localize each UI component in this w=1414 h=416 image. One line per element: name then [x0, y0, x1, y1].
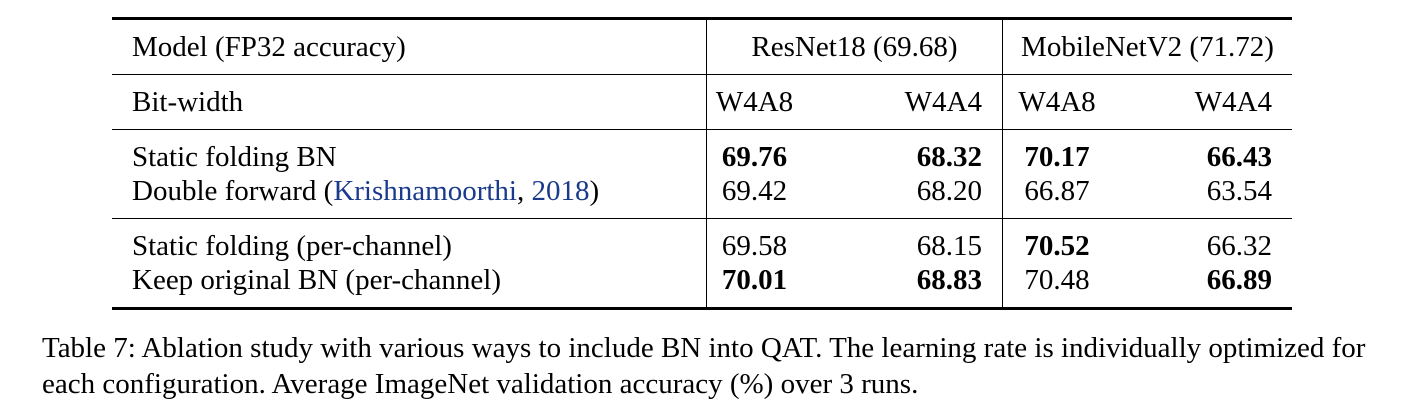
row-label: Keep original BN (per-channel) [112, 263, 707, 310]
citation-separator: , [516, 175, 532, 207]
table-caption: Table 7: Ablation study with various way… [42, 332, 1366, 400]
table-cell: 69.76 [706, 129, 802, 174]
table-cell: 68.32 [802, 129, 1003, 174]
table-cell: 70.52 [1002, 218, 1111, 263]
header-row-bitwidth: Bit-width W4A8 W4A4 W4A8 W4A4 [112, 74, 1292, 130]
header-model-label: Model (FP32 accuracy) [112, 17, 707, 75]
table-cell: 66.87 [1002, 174, 1111, 219]
table-cell: 66.43 [1111, 129, 1292, 174]
table-cell: 68.15 [802, 218, 1003, 263]
header-resnet18: ResNet18 (69.68) [706, 17, 1003, 75]
header-bitwidth-label: Bit-width [112, 74, 707, 130]
table-cell: 66.89 [1111, 263, 1292, 310]
table-cell: 66.32 [1111, 218, 1292, 263]
table-row: Static folding (per-channel) 69.58 68.15… [112, 218, 1292, 263]
ablation-table: Model (FP32 accuracy) ResNet18 (69.68) M… [112, 17, 1292, 310]
table-cell: 63.54 [1206, 175, 1272, 207]
header-mobilenetv2: MobileNetV2 (71.72) [1002, 17, 1292, 75]
row-label: Static folding (per-channel) [112, 218, 707, 263]
table-cell: 70.01 [706, 263, 802, 310]
row-label-suffix: ) [589, 175, 600, 207]
citation-link-year[interactable]: 2018 [531, 175, 590, 207]
header-resnet-w4a4: W4A4 [802, 74, 1003, 130]
table-row: Double forward (Krishnamoorthi, 2018) 69… [112, 174, 1292, 219]
row-label: Double forward (Krishnamoorthi, 2018) [112, 174, 707, 219]
header-mobilenet-w4a4: W4A4 [1111, 74, 1292, 130]
table-cell: 69.42 [706, 174, 802, 219]
header-mobilenet-w4a8: W4A8 [1002, 74, 1111, 130]
header-row-models: Model (FP32 accuracy) ResNet18 (69.68) M… [112, 17, 1292, 75]
table-cell: 68.83 [802, 263, 1003, 310]
table-row: Keep original BN (per-channel) 70.01 68.… [112, 263, 1292, 310]
table-cell: 69.58 [706, 218, 802, 263]
table-cell: 70.48 [1002, 263, 1111, 310]
table-cell: 68.20 [916, 175, 982, 207]
table-row: Static folding BN 69.76 68.32 70.17 66.4… [112, 129, 1292, 174]
results-table-container: Model (FP32 accuracy) ResNet18 (69.68) M… [112, 17, 1292, 310]
table-cell: 70.17 [1002, 129, 1111, 174]
header-resnet-w4a8: W4A8 [706, 74, 802, 130]
row-label-prefix: Double forward ( [132, 175, 334, 207]
row-label: Static folding BN [112, 129, 707, 174]
citation-link-author[interactable]: Krishnamoorthi [333, 175, 517, 207]
